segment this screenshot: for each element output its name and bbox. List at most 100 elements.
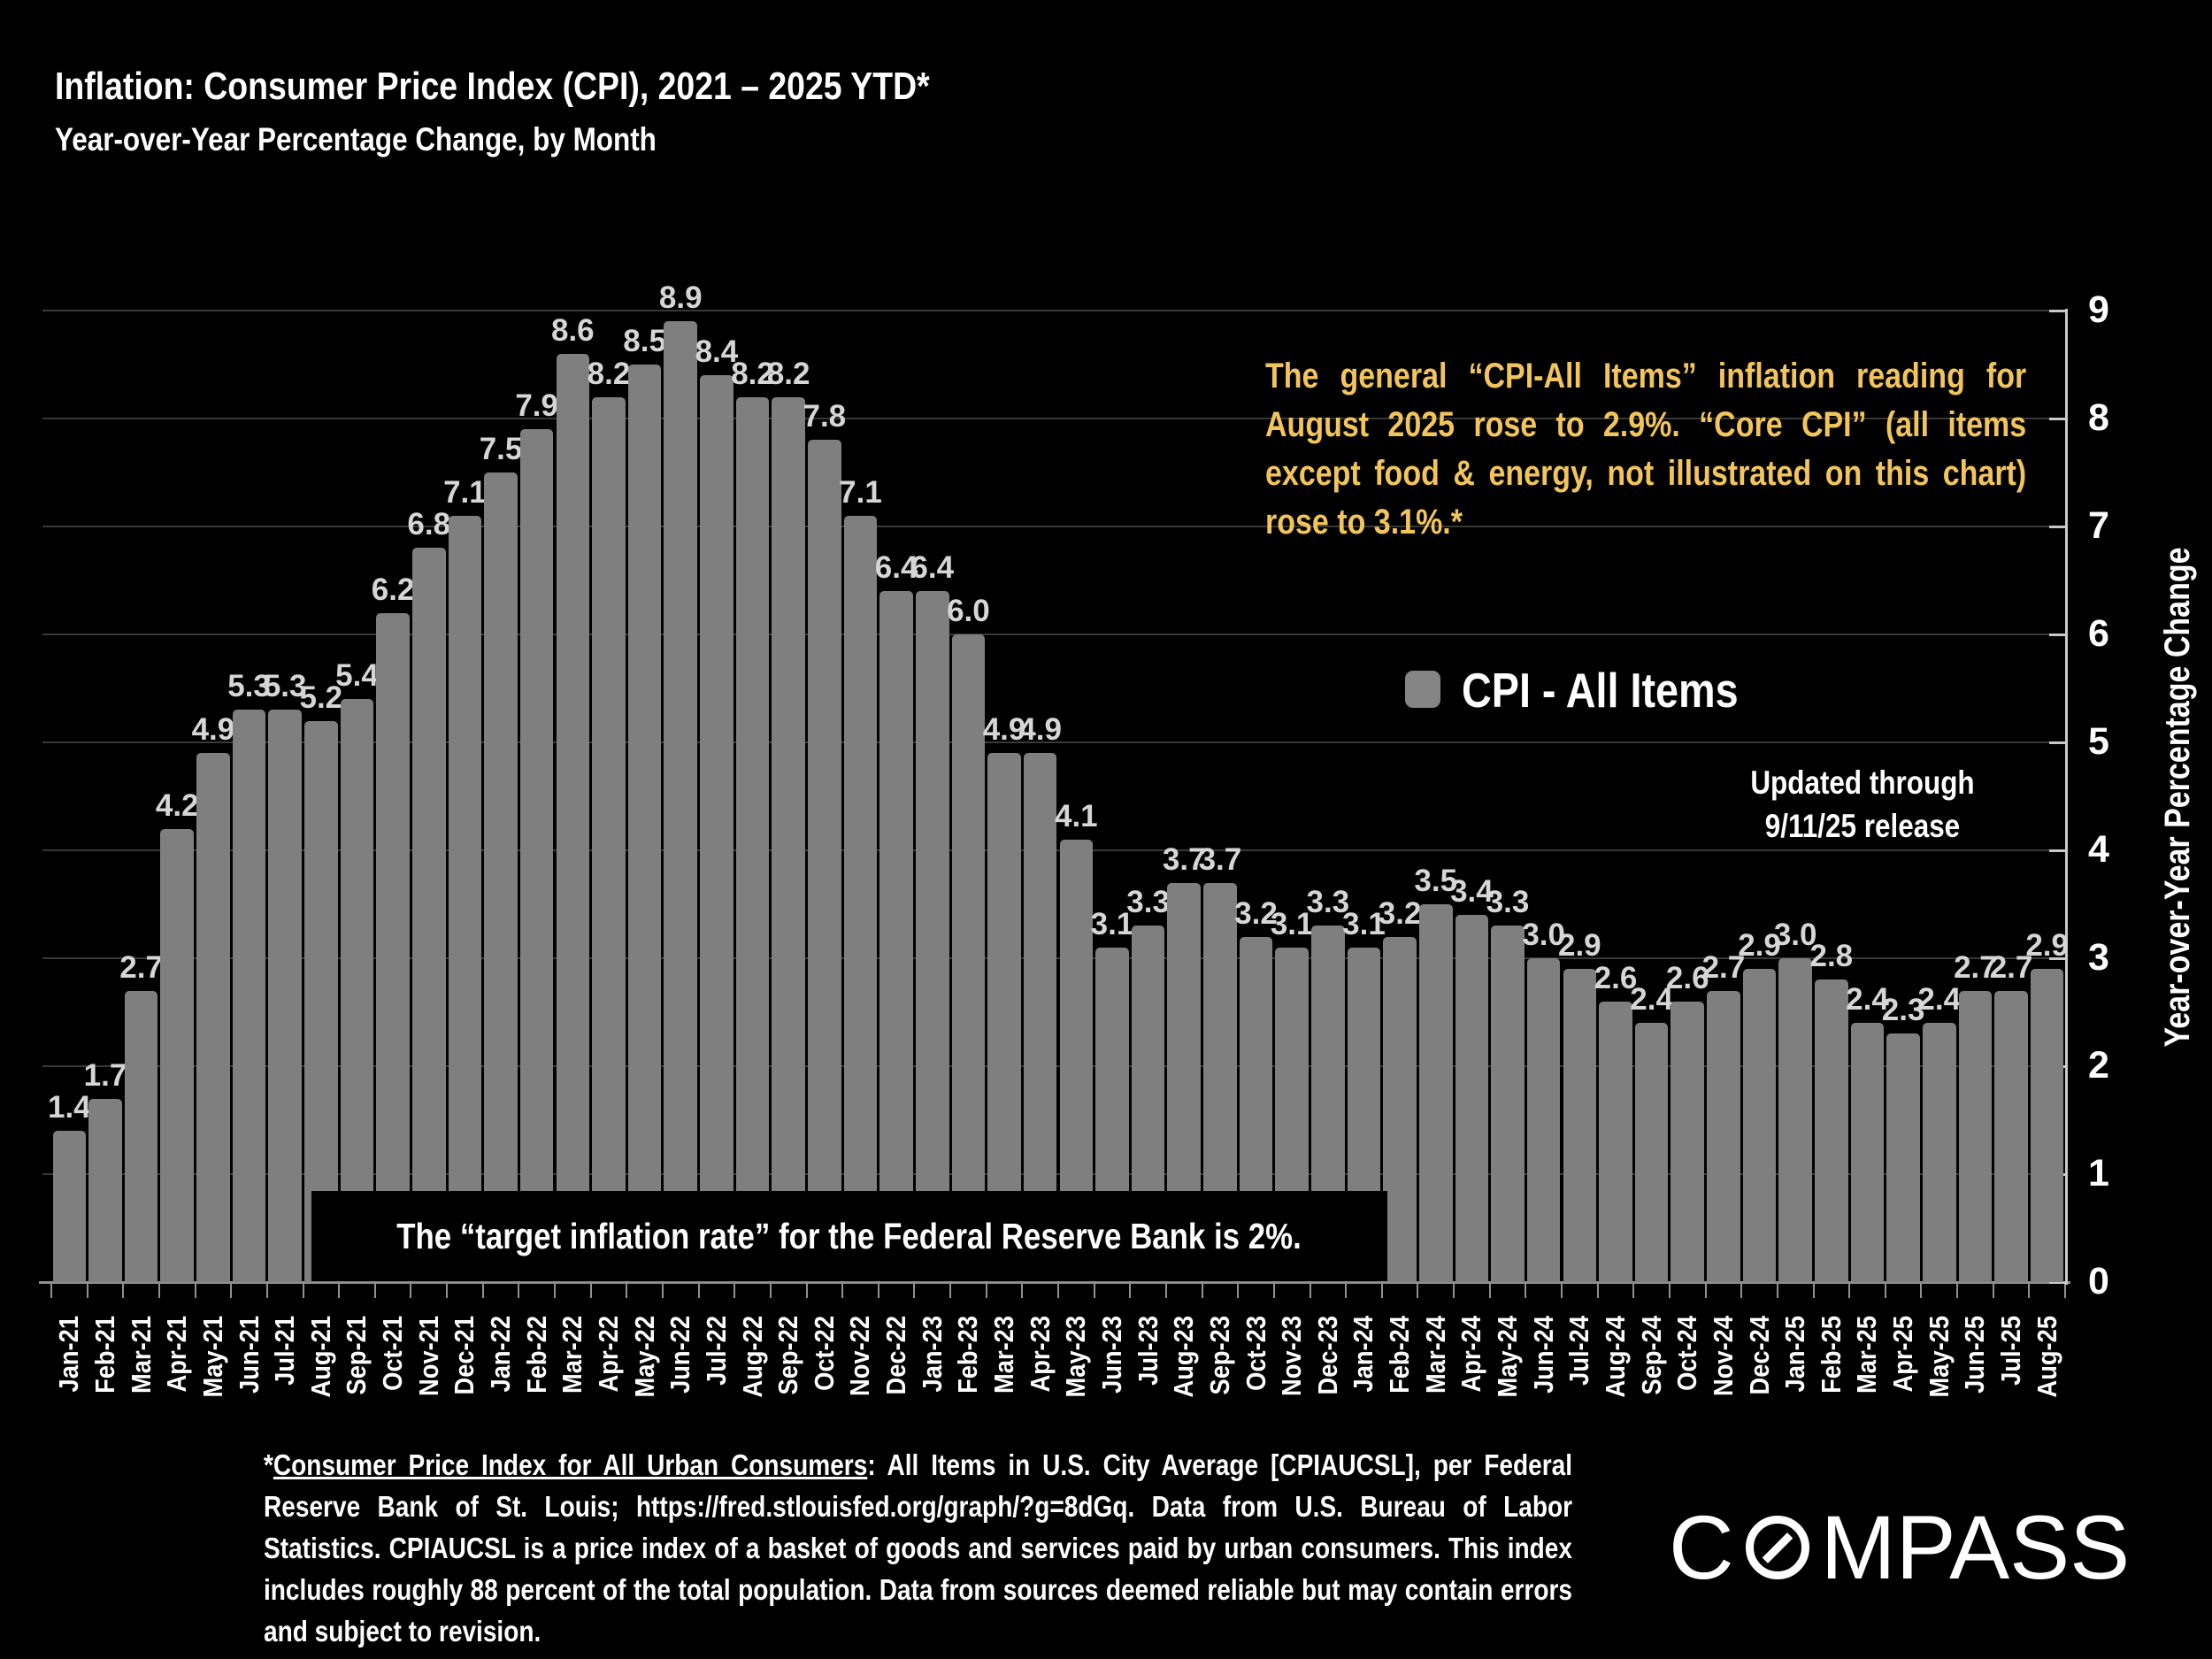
x-axis-label: Feb-22 (520, 1316, 552, 1394)
y-axis-label: 0 (2088, 1260, 2109, 1302)
x-axis-tick (913, 1284, 916, 1298)
x-axis-tick (733, 1284, 736, 1298)
compass-logo: C MPASS (1669, 1497, 2130, 1598)
bar (1742, 969, 1777, 1282)
bar-value-label: 2.7 (1954, 949, 1997, 985)
gridline (42, 526, 2065, 527)
bar-value-label: 1.4 (47, 1090, 91, 1125)
y-axis-label: 4 (2088, 828, 2109, 871)
logo-letter-c: C (1669, 1497, 1734, 1598)
x-axis-label: May-23 (1060, 1316, 1092, 1398)
bar-value-label: 7.1 (443, 474, 487, 510)
bar-value-label: 7.8 (803, 399, 847, 434)
x-axis-label: Jun-23 (1095, 1316, 1127, 1394)
x-axis-tick (697, 1284, 700, 1298)
y-axis-tick (2049, 526, 2065, 528)
bar-value-label: 8.2 (731, 356, 774, 391)
x-axis-tick (1596, 1284, 1599, 1298)
bar (232, 710, 266, 1282)
x-axis-tick (554, 1284, 556, 1298)
bar-value-label: 7.1 (839, 474, 882, 510)
bar (124, 990, 158, 1282)
bar-value-label: 5.4 (335, 658, 379, 694)
target-note-text: The “target inflation rate” for the Fede… (396, 1215, 1302, 1256)
x-axis-tick (1668, 1284, 1671, 1298)
gridline (42, 741, 2065, 743)
x-axis-label: Dec-24 (1743, 1316, 1775, 1395)
bar-value-label: 3.3 (1486, 885, 1530, 920)
x-axis-label: Jul-24 (1563, 1316, 1595, 1386)
bar-value-label: 3.3 (1306, 885, 1350, 920)
x-axis-tick (1561, 1284, 1563, 1298)
bar-value-label: 2.9 (1738, 928, 1781, 964)
bar-value-label: 5.3 (227, 669, 271, 704)
x-axis-tick (338, 1284, 341, 1298)
x-axis-tick (1021, 1284, 1024, 1298)
bar (411, 548, 446, 1282)
updated-note-line1: Updated through (1750, 764, 1975, 801)
x-axis-label: Mar-24 (1419, 1316, 1451, 1394)
target-note-box: The “target inflation rate” for the Fede… (311, 1191, 1387, 1281)
bar-value-label: 2.7 (119, 949, 163, 985)
x-axis-label: Oct-23 (1240, 1316, 1271, 1391)
bar-value-label: 8.2 (587, 356, 631, 391)
x-axis-tick (302, 1284, 304, 1298)
x-axis-tick (194, 1284, 196, 1298)
y-axis-label: 5 (2088, 720, 2109, 763)
x-axis-tick (1704, 1284, 1707, 1298)
x-axis-tick (518, 1284, 520, 1298)
legend-label: CPI - All Items (1462, 663, 1739, 718)
footnote-underlined-source: Consumer Price Index for All Urban Consu… (273, 1448, 868, 1481)
y-axis-tick (2049, 741, 2065, 744)
x-axis-label: Jun-25 (1959, 1316, 1991, 1394)
x-axis-label: Jan-22 (485, 1316, 517, 1393)
bar (376, 612, 410, 1282)
bar (700, 375, 733, 1282)
bar-value-label: 1.7 (83, 1057, 127, 1093)
compass-needle-icon (1762, 1532, 1793, 1563)
bar (1850, 1023, 1885, 1282)
x-axis-label: Nov-23 (1276, 1316, 1308, 1396)
bar-value-label: 4.2 (155, 787, 199, 823)
x-axis-tick (877, 1284, 879, 1298)
gridline (42, 418, 2065, 419)
x-axis-tick (2028, 1284, 2031, 1298)
bar (2030, 969, 2064, 1282)
x-axis-tick (985, 1284, 987, 1298)
x-axis-tick (1884, 1284, 1886, 1298)
x-axis-tick (626, 1284, 628, 1298)
x-axis-tick (1380, 1284, 1383, 1298)
x-axis-label: Dec-23 (1311, 1316, 1343, 1395)
bar (1563, 969, 1597, 1282)
bar-value-label: 2.6 (1665, 960, 1709, 995)
y-axis-label: 1 (2088, 1152, 2109, 1194)
x-axis-label: May-22 (628, 1316, 660, 1398)
bar-value-label: 3.4 (1450, 874, 1494, 910)
bar-value-label: 2.8 (1809, 939, 1854, 974)
x-axis-label: Nov-22 (844, 1316, 876, 1396)
x-axis-tick (481, 1284, 484, 1298)
bar-value-label: 2.4 (1846, 982, 1889, 1018)
x-axis-label: Feb-24 (1384, 1316, 1416, 1394)
bar-value-label: 3.3 (1126, 885, 1170, 920)
bar-value-label: 2.4 (1630, 982, 1673, 1018)
bar (160, 828, 195, 1282)
bar (448, 515, 482, 1282)
updated-note: Updated through 9/11/25 release (1708, 761, 2017, 848)
y-axis-label: 7 (2088, 504, 2109, 547)
bar (1707, 990, 1740, 1282)
x-axis-label: May-21 (196, 1316, 228, 1398)
x-axis-tick (661, 1284, 664, 1298)
y-axis-label: 3 (2088, 936, 2109, 979)
bar (664, 321, 698, 1282)
bar (1886, 1033, 1920, 1282)
x-axis-tick (1776, 1284, 1778, 1298)
bar-value-label: 8.4 (695, 334, 739, 370)
x-axis-tick (265, 1284, 268, 1298)
x-axis-label: Sep-23 (1203, 1316, 1235, 1395)
x-axis-tick (1164, 1284, 1167, 1298)
y-axis-tick (2049, 1281, 2065, 1284)
x-axis-label: Mar-22 (557, 1316, 588, 1394)
bar-value-label: 4.9 (982, 712, 1026, 748)
